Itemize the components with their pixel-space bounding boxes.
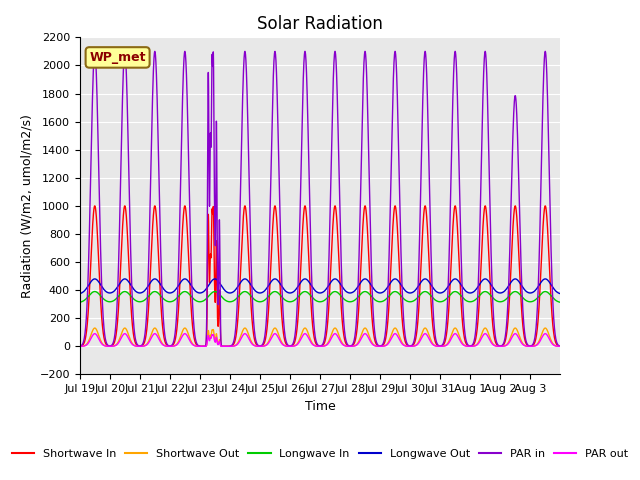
Text: WP_met: WP_met bbox=[90, 51, 146, 64]
Legend: Shortwave In, Shortwave Out, Longwave In, Longwave Out, PAR in, PAR out: Shortwave In, Shortwave Out, Longwave In… bbox=[7, 444, 633, 463]
Y-axis label: Radiation (W/m2, umol/m2/s): Radiation (W/m2, umol/m2/s) bbox=[21, 114, 34, 298]
X-axis label: Time: Time bbox=[305, 400, 335, 413]
Title: Solar Radiation: Solar Radiation bbox=[257, 15, 383, 33]
